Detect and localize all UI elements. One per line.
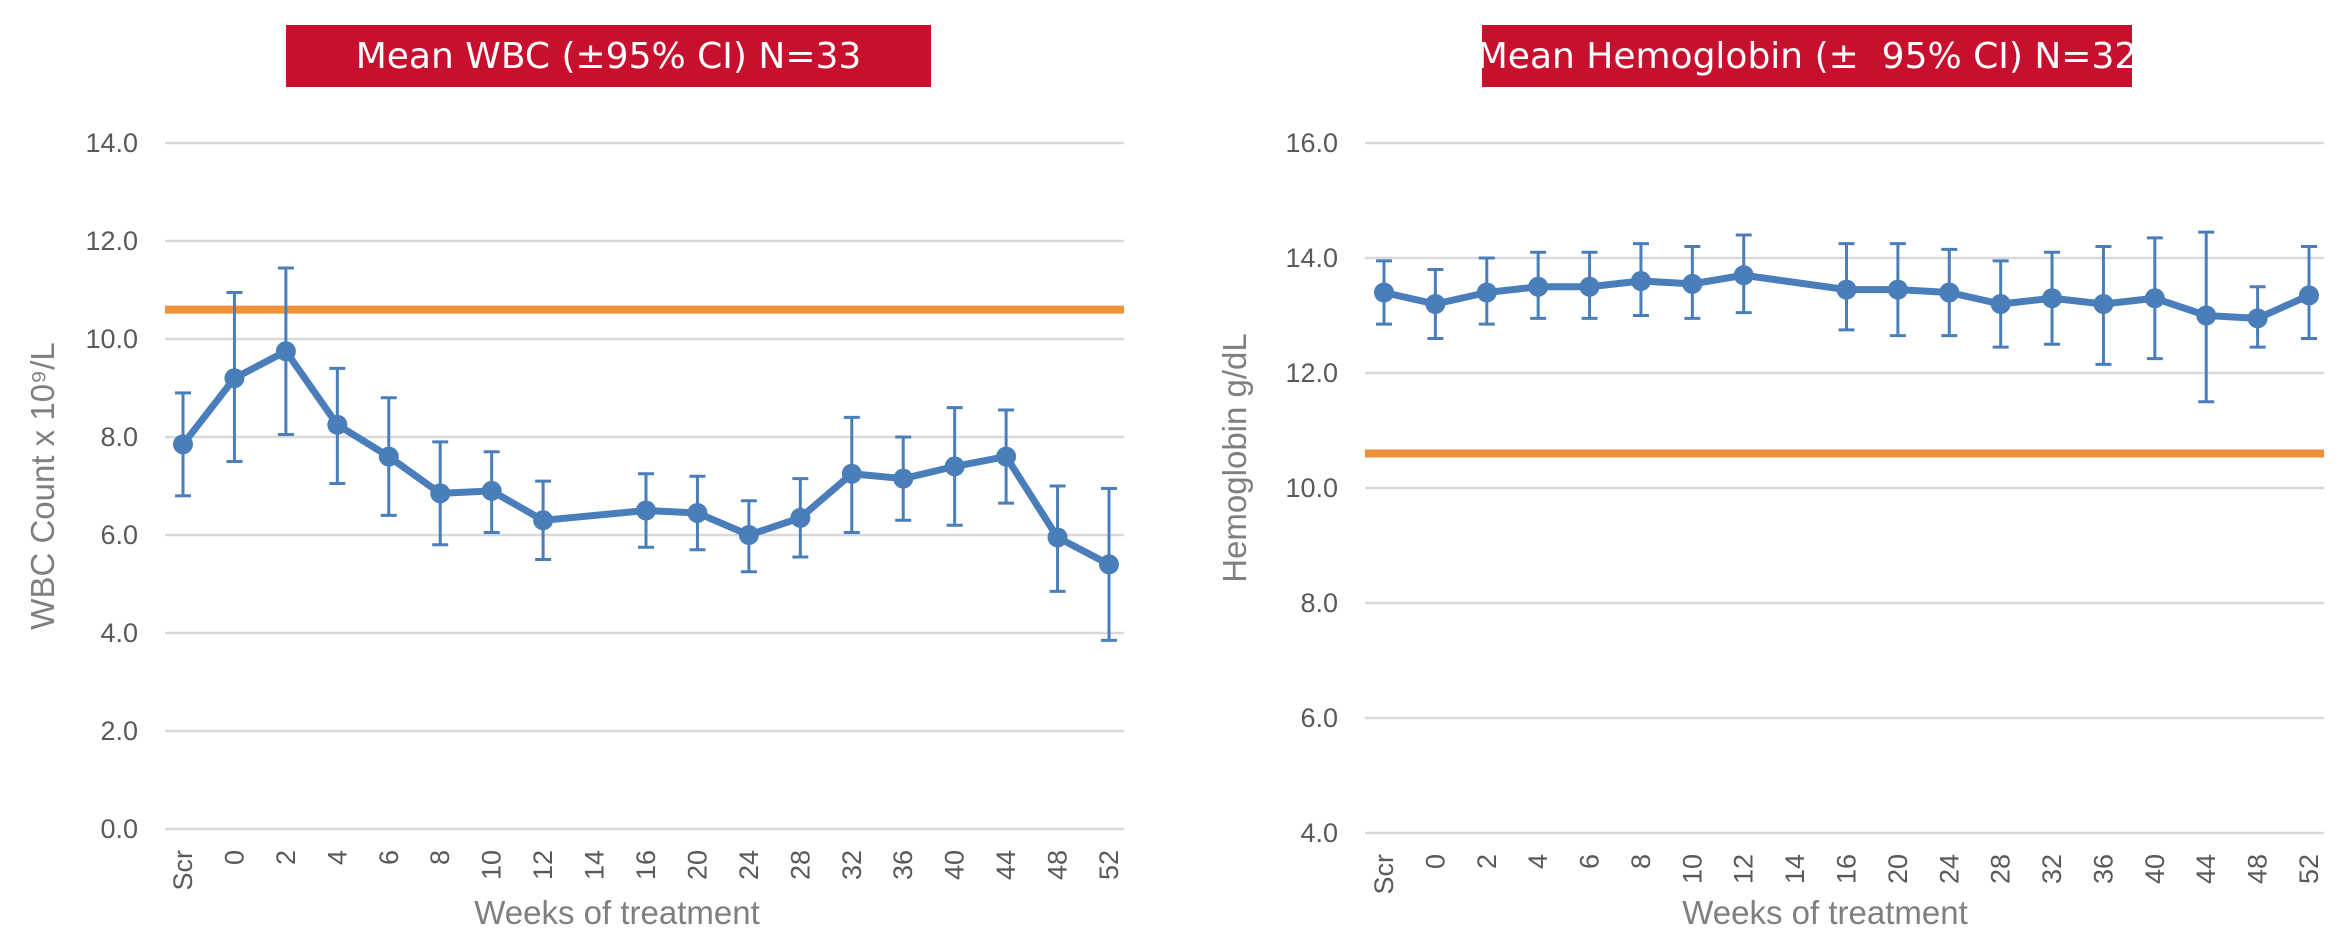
wbc-data-point: [533, 510, 554, 531]
hgb-x-tick-label: 16: [1832, 854, 1862, 884]
wbc-data-point: [327, 414, 348, 435]
hemoglobin-chart-title: Mean Hemoglobin (± 95% CI) N=32: [1477, 25, 2137, 87]
wbc-data-point: [687, 502, 708, 523]
hgb-x-tick-label: 14: [1780, 854, 1810, 884]
hgb-data-point: [2144, 288, 2165, 309]
hgb-data-point: [2299, 285, 2319, 306]
hgb-data-point: [1733, 265, 1754, 286]
wbc-x-axis-title: Weeks of treatment: [474, 894, 760, 931]
hgb-data-point: [1836, 279, 1857, 300]
hgb-data-point: [2247, 308, 2268, 329]
wbc-x-tick-label: 2: [271, 850, 301, 865]
wbc-data-point: [790, 507, 811, 528]
wbc-y-tick-label: 8.0: [100, 422, 138, 452]
hgb-y-tick-label: 16.0: [1285, 128, 1338, 158]
wbc-y-axis-title: WBC Count x 10⁹/L: [24, 342, 61, 629]
wbc-y-tick-label: 4.0: [100, 618, 138, 648]
hgb-data-point: [2196, 305, 2217, 326]
wbc-x-tick-label: 10: [477, 850, 507, 880]
wbc-x-tick-label: 14: [580, 850, 610, 880]
wbc-y-tick-label: 0.0: [100, 814, 138, 844]
hgb-x-tick-label: Scr: [1369, 854, 1399, 895]
hgb-y-tick-label: 10.0: [1285, 473, 1338, 503]
hgb-x-tick-label: 24: [1934, 854, 1964, 884]
wbc-data-point: [275, 341, 296, 362]
wbc-data-point: [841, 463, 862, 484]
hgb-x-tick-label: 52: [2294, 854, 2324, 884]
wbc-y-tick-label: 2.0: [100, 716, 138, 746]
wbc-x-tick-label: 44: [991, 850, 1021, 880]
hgb-x-tick-label: 12: [1729, 854, 1759, 884]
wbc-x-tick-label: 24: [734, 850, 764, 880]
hgb-data-point: [1374, 282, 1394, 303]
wbc-x-tick-label: 4: [322, 850, 352, 865]
wbc-chart-title: Mean WBC (±95% CI) N=33: [286, 25, 931, 87]
wbc-y-tick-label: 6.0: [100, 520, 138, 550]
hgb-x-tick-label: 2: [1472, 854, 1502, 869]
hgb-x-tick-label: 4: [1523, 854, 1553, 869]
wbc-data-point: [173, 434, 193, 455]
hgb-data-point: [1939, 282, 1960, 303]
wbc-x-tick-label: 0: [219, 850, 249, 865]
wbc-x-tick-label: 6: [374, 850, 404, 865]
wbc-y-tick-label: 14.0: [85, 128, 138, 158]
wbc-x-tick-label: 32: [837, 850, 867, 880]
wbc-y-tick-label: 10.0: [85, 324, 138, 354]
hgb-data-point: [1476, 282, 1497, 303]
hgb-x-tick-label: 32: [2037, 854, 2067, 884]
wbc-x-tick-label: 52: [1094, 850, 1124, 880]
wbc-x-tick-label: 20: [682, 850, 712, 880]
hgb-data-point: [1682, 273, 1703, 294]
wbc-x-tick-label: 28: [785, 850, 815, 880]
hgb-x-tick-label: 10: [1677, 854, 1707, 884]
hgb-x-tick-label: 44: [2191, 854, 2221, 884]
wbc-x-tick-label: 16: [631, 850, 661, 880]
hgb-y-axis-title: Hemoglobin g/dL: [1216, 333, 1253, 583]
hgb-x-tick-label: 28: [1986, 854, 2016, 884]
hgb-x-tick-label: 20: [1883, 854, 1913, 884]
hgb-x-axis-title: Weeks of treatment: [1682, 894, 1968, 931]
hgb-x-tick-label: 48: [2243, 854, 2273, 884]
hgb-data-point: [2093, 294, 2114, 314]
wbc-x-tick-label: 8: [425, 850, 455, 865]
hgb-x-tick-label: 0: [1420, 854, 1450, 869]
hgb-data-point: [1579, 276, 1600, 297]
wbc-x-tick-label: Scr: [168, 850, 198, 891]
hgb-data-point: [1887, 279, 1908, 300]
wbc-data-point: [481, 480, 502, 501]
hgb-x-tick-label: 6: [1575, 854, 1605, 869]
hgb-x-tick-label: 8: [1626, 854, 1656, 869]
hgb-data-point: [1990, 294, 2011, 314]
hgb-y-tick-label: 14.0: [1285, 243, 1338, 273]
hgb-y-tick-label: 12.0: [1285, 358, 1338, 388]
hgb-data-point: [1425, 294, 1446, 314]
wbc-data-point: [738, 525, 759, 545]
wbc-data-point: [378, 446, 399, 467]
wbc-data-point: [1047, 527, 1068, 548]
hgb-y-tick-label: 4.0: [1300, 818, 1338, 848]
wbc-data-point: [1099, 554, 1119, 575]
wbc-x-tick-label: 40: [940, 850, 970, 880]
hgb-y-tick-label: 8.0: [1300, 588, 1338, 618]
wbc-data-point: [430, 483, 451, 504]
wbc-data-point: [944, 456, 965, 477]
hgb-x-tick-label: 40: [2140, 854, 2170, 884]
wbc-data-point: [996, 446, 1017, 467]
hgb-data-point: [1630, 271, 1651, 291]
wbc-x-tick-label: 48: [1043, 850, 1073, 880]
hgb-y-tick-label: 6.0: [1300, 703, 1338, 733]
wbc-data-point: [224, 368, 245, 389]
hgb-data-point: [2042, 288, 2063, 309]
wbc-x-tick-label: 12: [528, 850, 558, 880]
wbc-x-tick-label: 36: [888, 850, 918, 880]
wbc-data-point: [636, 500, 656, 521]
hgb-x-tick-label: 36: [2088, 854, 2118, 884]
wbc-y-tick-label: 12.0: [85, 226, 138, 256]
wbc-data-point: [893, 468, 914, 489]
hgb-data-point: [1528, 276, 1549, 297]
